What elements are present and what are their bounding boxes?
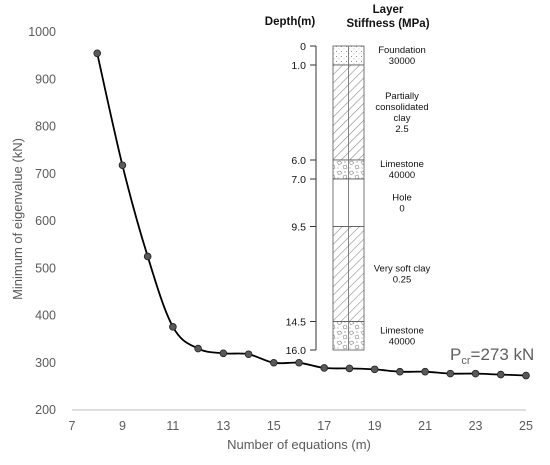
x-tick-label: 17 <box>317 419 331 433</box>
layer-label-line: clay <box>394 113 411 124</box>
data-point <box>345 364 354 373</box>
layer-label-line: 30000 <box>389 56 415 67</box>
depth-label: 9.5 <box>291 222 306 234</box>
pcr-subscript: cr <box>461 355 471 367</box>
y-tick-label: 900 <box>35 72 56 86</box>
soil-column <box>332 45 365 351</box>
data-point <box>219 349 228 358</box>
data-point <box>194 344 202 353</box>
depth-label: 1.0 <box>291 60 306 72</box>
y-tick-label: 800 <box>35 120 56 134</box>
layer-label-line: Very soft clay <box>374 264 431 275</box>
y-tick-label: 300 <box>35 356 56 370</box>
x-tick-label: 15 <box>267 419 281 433</box>
data-point <box>446 369 455 378</box>
layer-label-line: Partially <box>385 91 419 102</box>
layer-label-line: consolidated <box>375 102 428 113</box>
layer-label-line: Limestone <box>380 325 424 336</box>
y-tick-label: 500 <box>35 261 56 275</box>
depth-label: 6.0 <box>291 155 306 167</box>
y-tick-labels: 200 300 400 500 600 700 800 900 1000 <box>28 25 56 417</box>
y-tick-label: 600 <box>35 214 56 228</box>
x-tick-label: 7 <box>69 419 76 433</box>
y-axis-title: Minimum of eigenvalue (kN) <box>10 138 25 300</box>
x-axis-title: Number of equations (m) <box>227 437 371 452</box>
series-line <box>96 53 527 377</box>
data-point <box>396 367 404 376</box>
layer-label-line: Foundation <box>378 45 426 56</box>
pcr-annotation: Pcr=273 kN <box>450 345 534 367</box>
y-tick-label: 1000 <box>28 25 56 39</box>
data-point <box>295 358 303 367</box>
depth-header: Depth(m) <box>265 16 316 28</box>
layer-header-line-1: Layer <box>373 4 404 16</box>
y-tick-label: 400 <box>35 309 56 323</box>
layer-label-line: 40000 <box>389 170 415 181</box>
depth-label: 7.0 <box>291 174 306 186</box>
depth-label: 16.0 <box>286 345 307 357</box>
layer-label-line: 40000 <box>389 336 415 347</box>
x-tick-label: 23 <box>469 419 483 433</box>
depth-labels: 0 1.0 6.0 7.0 9.5 14.5 16.0 <box>286 41 316 357</box>
plot-area: 7 9 11 13 15 17 19 21 23 25 200 300 400 500 600 700 800… <box>10 25 533 452</box>
x-tick-labels: 7 9 11 13 15 17 19 21 23 25 <box>69 419 533 433</box>
layer-label-line: Limestone <box>380 159 424 170</box>
data-point <box>320 364 329 372</box>
soil-profile-inset: Depth(m) Layer Stiffness (MPa) 0 1.0 6.0 7.… <box>265 4 431 357</box>
x-tick-label: 21 <box>418 419 432 433</box>
layer-label-line: 0 <box>399 203 404 214</box>
depth-label: 0 <box>300 41 306 53</box>
pcr-value: =273 kN <box>471 345 535 364</box>
pcr-main: P <box>450 345 461 364</box>
data-point <box>244 350 253 359</box>
data-point <box>93 49 102 58</box>
series-markers <box>93 49 530 380</box>
data-point <box>169 323 177 331</box>
layer-label-line: 2.5 <box>395 124 408 135</box>
layer-header-line-2: Stiffness (MPa) <box>346 18 429 30</box>
x-tick-label: 11 <box>166 419 179 433</box>
x-tick-label: 13 <box>216 419 230 433</box>
data-point <box>496 370 505 379</box>
x-tick-label: 9 <box>119 419 126 433</box>
data-point <box>269 358 278 367</box>
depth-label: 14.5 <box>286 317 307 329</box>
data-point <box>471 369 480 378</box>
x-tick-label: 19 <box>368 419 382 433</box>
x-tick-label: 25 <box>519 419 533 433</box>
y-tick-label: 700 <box>35 167 56 181</box>
layer-label-line: 0.25 <box>393 275 412 286</box>
layer-label-line: Hole <box>392 192 412 203</box>
data-point <box>370 365 379 374</box>
data-point <box>118 161 127 170</box>
data-point <box>522 371 530 380</box>
data-point <box>421 367 429 376</box>
data-point <box>143 252 152 261</box>
y-tick-label: 200 <box>35 403 56 417</box>
